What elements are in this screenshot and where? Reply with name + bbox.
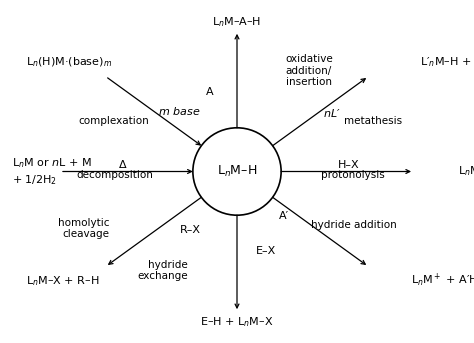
Text: H–X: H–X: [337, 161, 359, 170]
FancyArrowPatch shape: [235, 215, 239, 308]
Text: protonolysis: protonolysis: [320, 170, 384, 180]
Text: homolytic
cleavage: homolytic cleavage: [58, 218, 109, 239]
Text: hydride addition: hydride addition: [311, 220, 397, 230]
Text: L$_n$M$^+$ + A′H$^-$: L$_n$M$^+$ + A′H$^-$: [411, 272, 474, 289]
Text: complexation: complexation: [78, 116, 149, 126]
FancyArrowPatch shape: [273, 197, 365, 264]
Text: L′$_n$M–H + $n$L: L′$_n$M–H + $n$L: [420, 55, 474, 69]
Text: decomposition: decomposition: [76, 170, 154, 180]
Text: oxidative
addition/
insertion: oxidative addition/ insertion: [286, 54, 334, 87]
Text: $m$ base: $m$ base: [158, 105, 200, 117]
Text: hydride
exchange: hydride exchange: [137, 260, 188, 282]
Text: E–X: E–X: [255, 246, 276, 256]
Text: A′: A′: [279, 211, 289, 221]
Text: A: A: [206, 87, 214, 97]
Text: metathesis: metathesis: [344, 116, 402, 126]
Text: L$_n$M or $n$L + M
+ 1/2H$_2$: L$_n$M or $n$L + M + 1/2H$_2$: [12, 156, 91, 187]
FancyArrowPatch shape: [109, 197, 201, 264]
FancyArrowPatch shape: [273, 79, 365, 146]
Text: L$_n$M–X + H$_2$: L$_n$M–X + H$_2$: [457, 165, 474, 178]
FancyArrowPatch shape: [235, 35, 239, 128]
Text: L$_n$M–X + R–H: L$_n$M–X + R–H: [26, 274, 99, 288]
Text: R–X: R–X: [180, 225, 201, 235]
Text: L$_n$M–A–H: L$_n$M–A–H: [212, 15, 262, 29]
Text: E–H + L$_n$M–X: E–H + L$_n$M–X: [201, 315, 273, 329]
Text: Δ: Δ: [119, 161, 127, 170]
Text: L$_n$M–H: L$_n$M–H: [217, 164, 257, 179]
Text: $n$L′: $n$L′: [323, 107, 340, 119]
FancyArrowPatch shape: [63, 169, 191, 174]
Text: L$_n$(H)M·(base)$_m$: L$_n$(H)M·(base)$_m$: [26, 56, 112, 69]
FancyArrowPatch shape: [281, 169, 410, 174]
FancyArrowPatch shape: [108, 78, 200, 145]
